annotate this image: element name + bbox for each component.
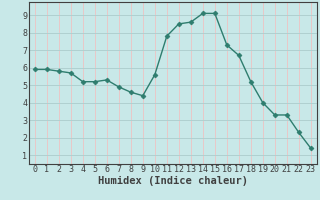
- X-axis label: Humidex (Indice chaleur): Humidex (Indice chaleur): [98, 176, 248, 186]
